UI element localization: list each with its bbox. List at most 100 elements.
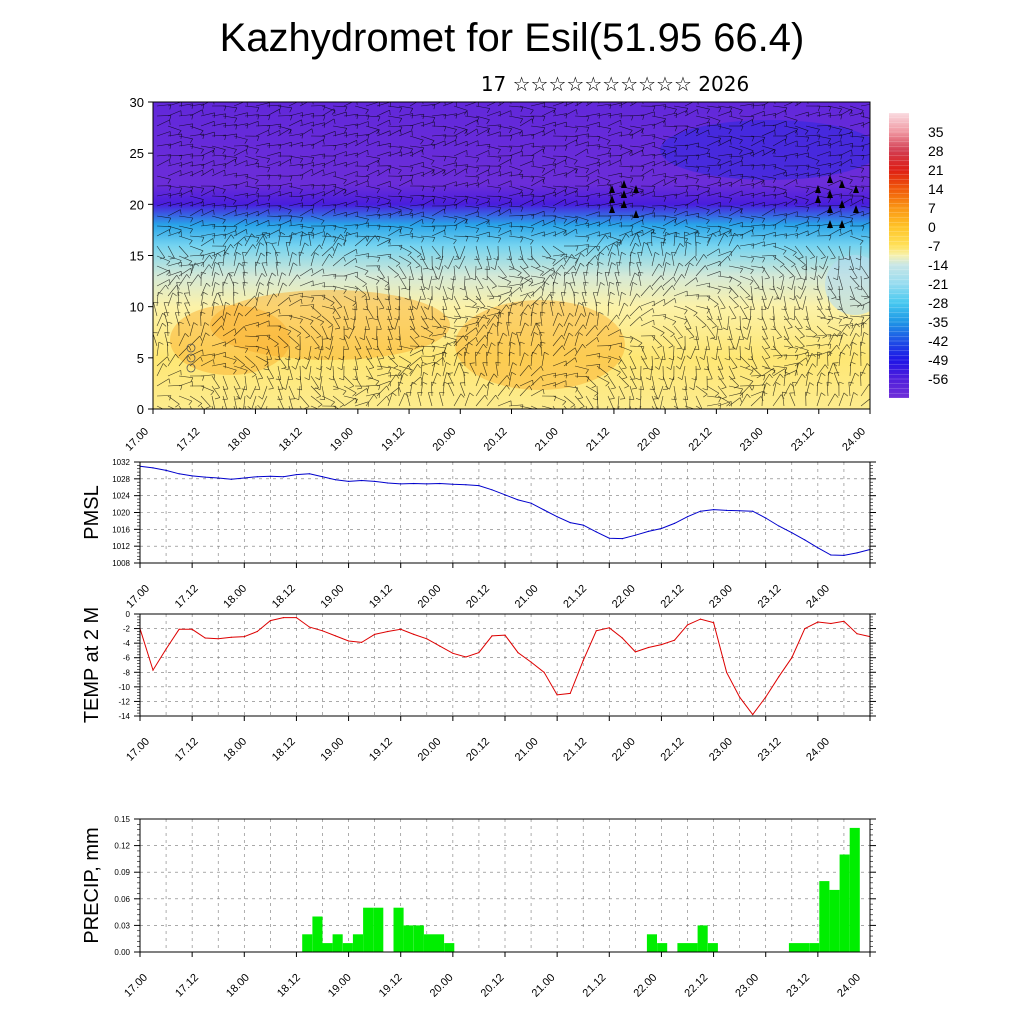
wind-barb (552, 405, 555, 409)
wind-barb-flag (322, 268, 325, 274)
wind-barb-flag (291, 232, 297, 236)
wind-barb (167, 370, 181, 377)
wind-barb (761, 265, 770, 278)
wind-barb-flag (197, 274, 202, 279)
wind-barb (397, 381, 400, 397)
wind-barb (189, 163, 204, 167)
wind-barb-flag (508, 297, 511, 303)
wind-barb (321, 184, 336, 187)
wind-barb-flag (620, 120, 622, 126)
temp-x-tick-label: 20.00 (416, 736, 444, 764)
wind-barb-flag (674, 179, 677, 185)
temp-point (387, 630, 389, 633)
wind-barb-flag (664, 104, 667, 110)
wind-barb-flag (717, 159, 721, 165)
wind-barb (200, 189, 214, 197)
wind-barb-flag (488, 169, 490, 175)
wind-barb-flag (234, 328, 237, 334)
wind-barb (695, 185, 710, 189)
wind-barb (530, 125, 545, 128)
wind-barb (860, 104, 870, 107)
precip-y-tick-label: 0.09 (114, 868, 130, 877)
wind-barb (794, 135, 809, 138)
wind-barb (321, 325, 329, 339)
wind-barb (299, 168, 313, 177)
wind-barb (332, 295, 343, 307)
wind-barb-flag (855, 323, 860, 328)
wind-barb-flag (862, 323, 864, 329)
wind-barb-flag (810, 277, 815, 281)
wind-barb-flag (430, 160, 435, 165)
wind-barb-flag (333, 108, 336, 114)
wind-barb (200, 292, 204, 307)
wind-barb (475, 255, 483, 269)
wind-barb-flag (621, 367, 627, 370)
wind-barb-flag (208, 264, 213, 269)
wind-barb-flag (862, 155, 865, 161)
wind-barb-flag (586, 148, 589, 154)
wind-barb (497, 312, 500, 327)
wind-barb-flag (553, 410, 556, 414)
wind-barb (288, 142, 303, 147)
wind-barb-flag (849, 318, 853, 324)
wind-barb (728, 115, 743, 120)
wind-barb-flag (316, 315, 322, 319)
wind-barb-flag (817, 381, 823, 385)
wind-barb-flag (432, 237, 436, 243)
wind-barb-flag (167, 341, 173, 344)
temp-point (165, 648, 167, 650)
wind-barb-flag (233, 369, 237, 375)
wind-barb-flag (377, 257, 381, 263)
wind-barb (178, 245, 189, 257)
wind-barb (750, 390, 765, 397)
wind-barb (614, 272, 620, 287)
wind-barb (583, 272, 587, 287)
wind-barb-flag (749, 381, 754, 386)
wind-barb (288, 195, 304, 198)
wind-barb (629, 405, 632, 409)
wind-barb-flag (652, 308, 655, 314)
wind-barb-flag (642, 205, 645, 211)
wind-barb (508, 283, 523, 287)
wind-barb-flag (540, 311, 546, 314)
wind-barb (706, 135, 721, 139)
wind-barb-flag (364, 270, 369, 276)
wind-barb (398, 365, 409, 377)
wind-barb (585, 337, 598, 347)
wind-barb (616, 242, 620, 257)
wind-barb (178, 225, 193, 230)
wind-barb (409, 121, 424, 127)
wind-barb-flag (493, 258, 499, 261)
wind-barb (299, 395, 310, 407)
wind-barb (242, 282, 246, 297)
wind-barb (442, 285, 448, 300)
wind-pennant (853, 205, 859, 213)
wind-barb (640, 212, 655, 217)
wind-barb (574, 165, 589, 170)
wind-barb-flag (621, 291, 627, 295)
wind-barb (791, 275, 796, 290)
wind-barb-flag (792, 252, 797, 257)
wind-barb (240, 385, 246, 400)
wind-barb (563, 102, 576, 107)
wind-barb (178, 255, 193, 262)
wind-barb (244, 162, 259, 167)
wind-barb (398, 295, 401, 311)
wind-barb (475, 231, 490, 237)
wind-barb (288, 298, 302, 307)
wind-barb (651, 325, 665, 333)
wind-barb-flag (844, 257, 850, 261)
wind-barb-flag (720, 307, 726, 310)
wind-barb (244, 375, 247, 390)
wind-barb (717, 401, 732, 407)
wind-barb (684, 102, 694, 107)
wind-barb-flag (635, 242, 640, 247)
wind-barb (255, 174, 271, 177)
wind-barb-flag (836, 344, 840, 350)
wind-barb-flag (838, 319, 842, 324)
wind-barb (662, 175, 677, 179)
wind-barb (486, 255, 490, 270)
wind-barb (387, 225, 402, 229)
wind-barb (233, 204, 248, 207)
wind-barb (684, 142, 699, 147)
